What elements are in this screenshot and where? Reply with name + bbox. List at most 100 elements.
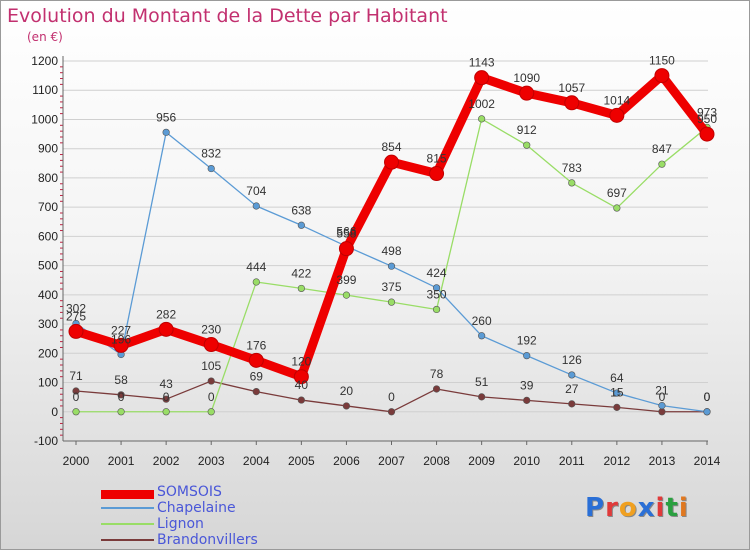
data-point-brandonvillers [432,385,441,393]
x-tick-label: 2006 [333,454,360,468]
data-point-brandonvillers [207,377,215,385]
data-label-somsois: 282 [156,307,176,321]
data-label-chapelaine: 260 [472,314,492,328]
data-label-brandonvillers: 51 [475,375,489,389]
data-point-brandonvillers [658,408,666,416]
logo-letter: P [585,493,606,523]
y-tick-label: 100 [38,376,58,390]
data-label-chapelaine: 498 [381,244,401,258]
data-point-lignon [162,408,170,416]
data-point-lignon [117,408,125,416]
x-tick-label: 2007 [378,454,405,468]
data-point-chapelaine [387,262,396,270]
data-label-brandonvillers: 20 [340,384,354,398]
x-tick-label: 2003 [198,454,225,468]
data-label-somsois: 1143 [469,56,495,70]
data-label-lignon: 847 [652,142,672,156]
data-label-lignon: 783 [562,161,582,175]
logo-letter: r [605,493,619,523]
data-point-chapelaine [207,164,215,173]
y-tick-label: 1200 [31,54,58,68]
data-point-lignon [568,179,576,187]
logo-letter: o [618,493,638,523]
data-label-chapelaine: 302 [66,301,86,315]
data-point-somsois [609,107,625,123]
y-tick-label: 0 [51,405,58,419]
logo-letter: x [637,493,656,523]
unit-label: (en €) [27,30,63,44]
data-point-chapelaine [478,332,486,340]
legend-swatch-somsois [101,490,154,499]
data-label-chapelaine: 956 [156,110,176,124]
data-label-somsois: 1090 [513,71,540,85]
x-tick-label: 2008 [423,454,450,468]
data-point-chapelaine [162,128,170,136]
x-tick-label: 2011 [559,454,585,468]
data-point-lignon [523,141,531,149]
data-point-somsois [113,337,129,353]
data-label-chapelaine: 832 [201,147,221,161]
y-tick-label: 500 [38,259,58,273]
data-point-chapelaine [658,402,666,410]
data-point-brandonvillers [162,395,170,403]
data-label-brandonvillers: 15 [610,385,624,399]
data-label-somsois: 275 [66,309,86,323]
data-point-brandonvillers [342,402,351,410]
data-label-chapelaine: 566 [336,224,356,238]
data-point-somsois [338,241,354,257]
data-label-somsois: 1057 [558,81,585,95]
data-point-chapelaine [613,389,621,397]
data-point-lignon [432,305,441,314]
data-point-somsois [158,321,174,337]
data-label-somsois: 120 [291,355,311,369]
data-label-chapelaine: 192 [517,334,537,348]
data-point-lignon [658,160,666,168]
data-label-chapelaine: 638 [291,203,311,217]
data-point-brandonvillers [297,396,305,404]
data-label-somsois: 176 [246,338,266,352]
data-label-somsois: 230 [201,323,221,337]
data-point-chapelaine [252,202,260,210]
data-point-lignon [252,278,260,286]
data-point-somsois [474,70,490,86]
data-label-brandonvillers: 0 [659,390,666,404]
y-tick-label: 1100 [32,83,58,97]
x-tick-label: 2013 [649,454,676,468]
data-point-brandonvillers [252,388,260,396]
x-tick-label: 2010 [513,454,540,468]
data-label-brandonvillers: 78 [430,367,444,381]
y-tick-label: 400 [38,288,58,302]
data-label-brandonvillers: 69 [250,370,264,384]
data-point-chapelaine [523,352,531,360]
logo-letter: t [665,493,679,523]
data-point-brandonvillers [523,396,531,404]
data-point-lignon [342,291,351,299]
data-point-brandonvillers [117,391,125,399]
data-label-lignon: 0 [163,390,170,404]
data-point-somsois [203,337,219,353]
data-point-somsois [654,68,670,84]
data-label-lignon: 399 [336,273,356,287]
legend-label-chapelaine: Chapelaine [157,500,236,516]
x-tick-label: 2012 [604,454,631,468]
data-label-somsois: 227 [111,323,131,337]
data-point-chapelaine [568,371,576,379]
data-point-chapelaine [432,284,441,292]
y-tick-label: 600 [38,229,58,243]
data-point-brandonvillers [72,387,80,395]
data-point-somsois [699,126,715,142]
data-point-brandonvillers [613,403,621,411]
data-label-brandonvillers: 105 [201,359,221,373]
series-line-chapelaine [75,131,708,413]
data-label-lignon: 422 [291,266,311,280]
x-tick-label: 2014 [694,454,721,468]
data-label-brandonvillers: 71 [69,369,83,383]
data-label-chapelaine: 21 [655,384,669,398]
data-label-brandonvillers: 0 [704,390,711,404]
legend-label-brandonvillers: Brandonvillers [157,532,258,548]
data-point-brandonvillers [478,393,486,401]
y-tick-label: 700 [38,200,58,214]
data-label-lignon: 912 [517,123,537,137]
data-label-lignon: 375 [381,280,401,294]
data-label-chapelaine: 704 [246,184,266,198]
